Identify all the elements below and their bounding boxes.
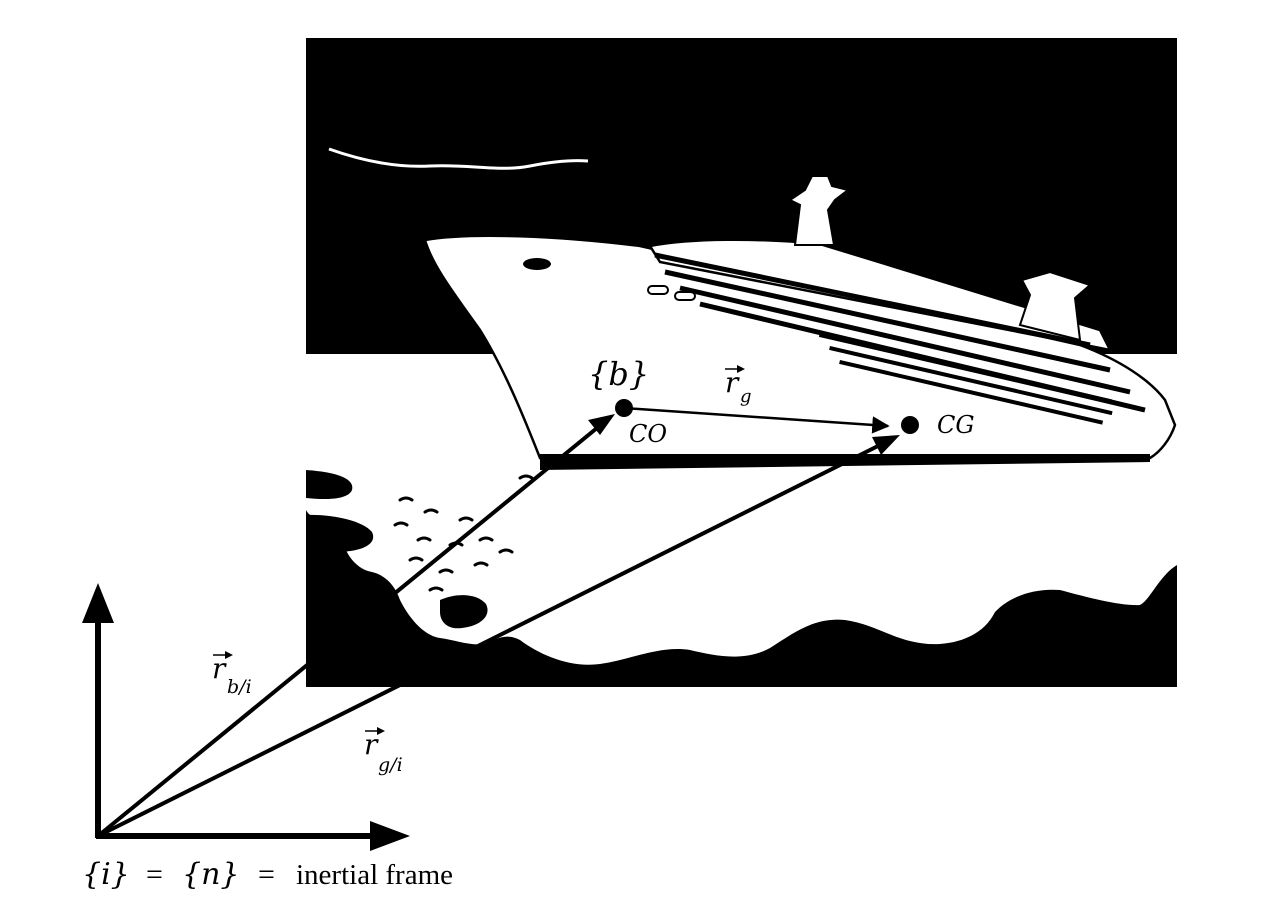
point-cg [901, 416, 919, 434]
inertial-axes [82, 583, 410, 851]
forward-mast [788, 175, 851, 246]
wave-tongue-5 [440, 595, 488, 629]
caption-text: inertial frame [296, 859, 453, 891]
ship-hull [423, 234, 1177, 460]
wave-tongue-3 [306, 560, 366, 601]
wave-ticks [393, 474, 534, 592]
label-r-b-i-arrow-tip [225, 651, 233, 659]
ship-superstructure [647, 238, 1113, 352]
caption: {i} = {n} = inertial frame [82, 857, 453, 892]
vector-r-g-i-arrowhead [872, 435, 900, 455]
label-r-b-i-subscript: b/i [227, 676, 252, 698]
label-r-g-i: r g/i [364, 727, 403, 776]
caption-equals-1: = [146, 858, 163, 891]
point-co [615, 399, 633, 417]
vector-r-b-i-arrowhead [588, 414, 615, 435]
label-co: CO [629, 420, 667, 448]
window-rows [818, 332, 1113, 425]
caption-n: {n} [182, 857, 240, 892]
hawse-hole [523, 258, 551, 270]
porthole-2 [674, 291, 696, 301]
vector-r-g [623, 406, 890, 434]
caption-i: {i} [82, 857, 130, 892]
label-r-g-i-subscript: g/i [378, 754, 403, 776]
vector-r-g-i [97, 444, 879, 838]
label-r-g-arrow-tip [737, 365, 745, 373]
vector-r-b-i [96, 426, 599, 838]
caption-equals-2: = [258, 858, 275, 891]
label-r-g-subscript: g [740, 386, 752, 407]
ship-illustration [306, 38, 1177, 687]
label-body-frame: {b} [588, 355, 649, 393]
inertial-x-arrowhead [370, 821, 410, 851]
inertial-y-arrowhead [82, 583, 114, 623]
label-r-b-i: r b/i [212, 651, 252, 698]
porthole-1 [647, 285, 669, 295]
cloud-streak [328, 147, 589, 170]
label-r-g-symbol: r [725, 366, 740, 399]
wave-tongue-1 [306, 470, 353, 500]
aft-funnel [1018, 270, 1092, 342]
wave-tongue-2 [306, 514, 374, 552]
label-r-g-i-arrow-tip [377, 727, 385, 735]
label-cg: CG [937, 411, 975, 439]
water-wake [306, 462, 1177, 665]
label-r-g: r g [725, 365, 752, 407]
label-r-g-i-symbol: r [364, 728, 379, 761]
label-r-b-i-symbol: r [212, 652, 227, 685]
